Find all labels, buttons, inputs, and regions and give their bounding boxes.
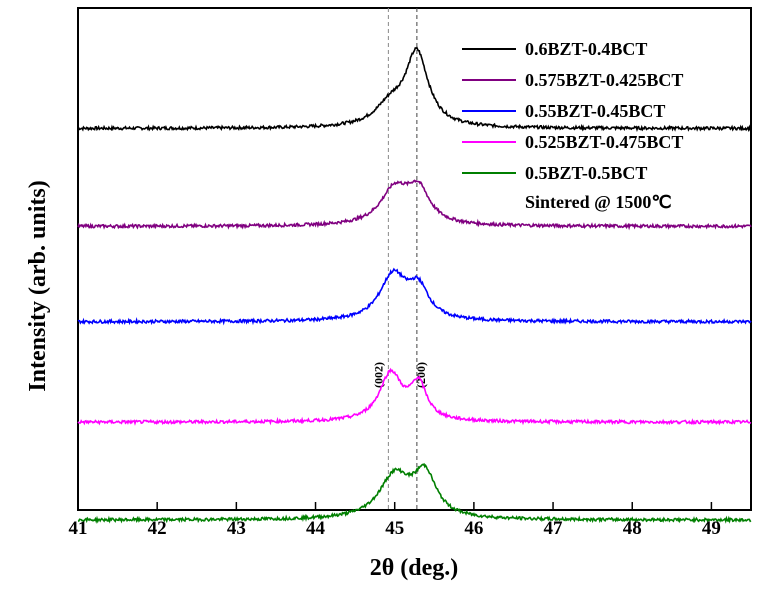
sintering-note: Sintered @ 1500℃ <box>525 192 672 212</box>
legend-label: 0.525BZT-0.475BCT <box>525 132 683 152</box>
legend-label: 0.575BZT-0.425BCT <box>525 70 683 90</box>
series-line <box>77 46 752 133</box>
y-axis-title: Intensity (arb. units) <box>25 180 51 391</box>
x-tick-label: 47 <box>544 518 564 539</box>
x-tick-label: 42 <box>148 518 167 539</box>
legend: 0.6BZT-0.4BCT 0.575BZT-0.425BCT 0.55BZT-0.… <box>462 39 683 183</box>
x-axis-ticks: 41 42 43 44 45 46 47 48 49 <box>69 502 721 539</box>
x-tick-label: 46 <box>464 518 483 539</box>
x-tick-label: 43 <box>227 518 246 539</box>
legend-label: 0.6BZT-0.4BCT <box>525 39 647 59</box>
series-line <box>77 267 752 326</box>
x-tick-label: 49 <box>702 518 721 539</box>
x-tick-label: 41 <box>69 518 88 539</box>
x-tick-label: 48 <box>623 518 642 539</box>
legend-label: 0.5BZT-0.5BCT <box>525 163 647 183</box>
x-tick-label: 44 <box>306 518 326 539</box>
series-lines <box>77 46 752 524</box>
series-line <box>77 462 752 524</box>
plot-frame <box>77 7 752 511</box>
x-tick-label: 45 <box>385 518 404 539</box>
legend-label: 0.55BZT-0.45BCT <box>525 101 665 121</box>
peak-annotation: (200) <box>414 362 428 388</box>
x-axis-title: 2θ (deg.) <box>370 555 459 581</box>
peak-annotation: (002) <box>371 362 385 388</box>
series-line <box>77 367 752 426</box>
series-line <box>77 179 752 231</box>
reference-lines: (002) (200) <box>371 8 428 510</box>
